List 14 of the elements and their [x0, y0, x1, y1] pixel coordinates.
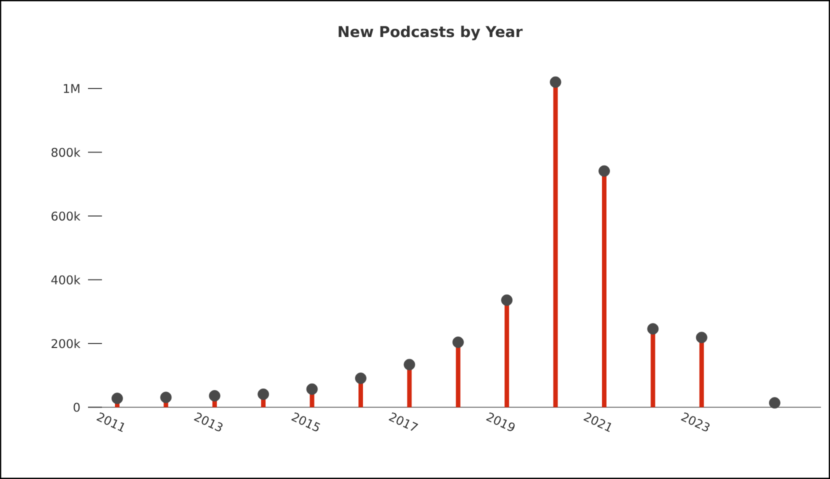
y-tick-label: 0 — [74, 402, 80, 412]
chart-title: New Podcasts by Year — [338, 26, 523, 40]
y-tick-label: 1M — [64, 84, 80, 93]
x-tick-label: 2019 — [486, 412, 515, 432]
y-tick-label: 200k — [52, 338, 80, 348]
x-tick-label: 2017 — [388, 412, 418, 431]
x-tick-label: 2021 — [583, 412, 612, 432]
x-tick-label: 2015 — [291, 412, 320, 432]
x-tick-label: 2023 — [680, 412, 710, 432]
x-tick-label: 2011 — [96, 412, 124, 432]
y-tick-label: 600k — [52, 211, 80, 221]
y-tick-label: 400k — [51, 275, 80, 284]
x-tick-label: 2013 — [194, 412, 223, 432]
y-tick-label: 800k — [52, 148, 80, 157]
